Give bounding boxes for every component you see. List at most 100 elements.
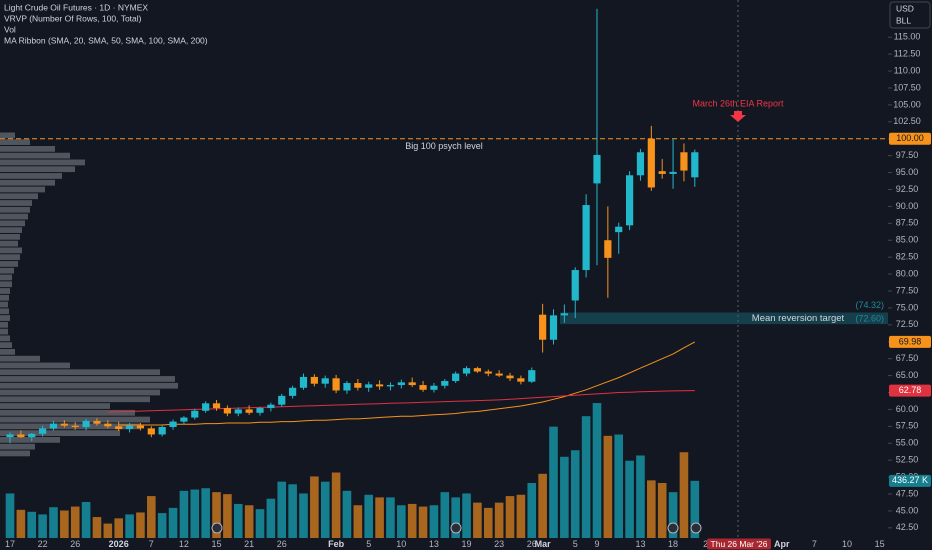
currency-box[interactable] [889, 1, 931, 29]
candle-body [462, 368, 471, 374]
volume-profile-row [0, 240, 18, 247]
volume-profile-row [0, 193, 38, 200]
volume-bar [288, 484, 297, 538]
volume-profile-row [0, 159, 85, 166]
candle-body [680, 152, 688, 171]
volume-profile-row [0, 288, 10, 294]
volume-bar [625, 460, 634, 538]
zone-label: Mean reversion target [752, 313, 845, 324]
volume-bar [299, 493, 308, 538]
volume-last-box [889, 474, 931, 487]
x-tick-label: 18 [668, 539, 678, 549]
x-tick-label: 10 [842, 539, 852, 549]
volume-bar [136, 512, 145, 538]
volume-profile-row [0, 267, 14, 274]
x-tick-label: 17 [5, 539, 15, 549]
volume-bar [429, 505, 439, 538]
candle-body [408, 382, 416, 386]
candle-body [191, 410, 199, 418]
candle-body [517, 378, 525, 382]
volume-bar [190, 489, 200, 538]
event-icons [211, 522, 702, 534]
candle-body [658, 171, 666, 174]
volume-profile-row [0, 416, 150, 423]
volume-profile-row [0, 200, 32, 206]
volume-profile-row [0, 206, 30, 213]
volume-profile-row [0, 179, 55, 186]
volume-bar [5, 493, 15, 538]
y-tick-label: 112.50 [894, 49, 921, 59]
event-label: March 26th EIA Report [692, 98, 784, 108]
volume-bar [244, 505, 254, 538]
volume-bar [636, 455, 645, 538]
candle-body [506, 375, 514, 379]
volume-profile-row [0, 362, 70, 369]
volume-bar [592, 403, 602, 538]
candle-body [419, 385, 427, 390]
volume-bar [266, 498, 276, 538]
volume-profile-row [0, 166, 75, 173]
y-tick-label: 42.50 [896, 522, 919, 532]
candle-body [28, 433, 36, 438]
indicator-label[interactable]: MA Ribbon (SMA, 20, SMA, 50, SMA, 100, S… [4, 35, 208, 45]
x-tick-label: 26 [527, 539, 537, 549]
candle-body [202, 403, 210, 411]
candle-body [452, 373, 460, 381]
volume-bar [538, 473, 547, 538]
volume-bar [473, 502, 482, 538]
x-tick-label: 7 [812, 539, 817, 549]
y-tick-label: 87.50 [896, 218, 919, 228]
x-tick-label: 26 [70, 539, 80, 549]
ma-price: 62.78 [899, 385, 922, 395]
currency: USD [896, 3, 914, 13]
y-tick-label: 60.00 [896, 404, 919, 414]
indicator-label[interactable]: VRVP (Number Of Rows, 100, Total) [4, 13, 142, 23]
candle-body [136, 425, 145, 429]
volume-bar [690, 480, 700, 538]
event-icon[interactable] [667, 522, 679, 534]
candle-body [104, 423, 112, 427]
chart-title: Light Crude Oil Futures · 1D · NYMEX [4, 2, 148, 12]
volume-bar [92, 517, 102, 538]
x-tick-label: 23 [494, 539, 504, 549]
volume-bar [27, 511, 37, 538]
volume-bar [233, 503, 243, 538]
event-icon[interactable] [211, 522, 223, 534]
volume-bar [353, 505, 363, 538]
indicator-label[interactable]: Vol [4, 24, 16, 34]
volume-bar [201, 488, 210, 538]
candle-body [212, 403, 221, 409]
candle-body [234, 409, 242, 414]
volume-bar [310, 476, 319, 538]
date-label: Thu 26 Mar '26 [711, 539, 768, 549]
y-tick-label: 90.00 [896, 201, 919, 211]
volume-profile-row [0, 220, 25, 227]
zone-top-label: (74.32) [855, 300, 884, 310]
candle-body [604, 240, 612, 258]
event-icon[interactable] [450, 522, 462, 534]
volume-bar [570, 450, 580, 538]
candle-body [430, 385, 438, 390]
ma-price: 69.98 [899, 336, 922, 346]
volume-bar [668, 492, 678, 538]
event-arrow [730, 111, 746, 122]
candle-body [180, 417, 188, 422]
x-tick-label: 21 [244, 539, 254, 549]
x-tick-label: 10 [396, 539, 406, 549]
volume-profile-row [0, 436, 60, 443]
volume-bar [38, 514, 47, 538]
volume-bar [70, 506, 80, 538]
event-icon[interactable] [690, 522, 702, 534]
volume-bar [168, 507, 178, 538]
volume-profile-row [0, 349, 15, 355]
candle-body [82, 420, 90, 428]
volume-bar [147, 496, 156, 538]
candle-body [571, 270, 579, 301]
volume-profile-row [0, 152, 70, 159]
candle-body [158, 427, 166, 435]
volume-bar [440, 492, 450, 538]
volume-bar [647, 480, 656, 538]
candle-body [278, 395, 286, 405]
volume-bar [657, 482, 667, 538]
